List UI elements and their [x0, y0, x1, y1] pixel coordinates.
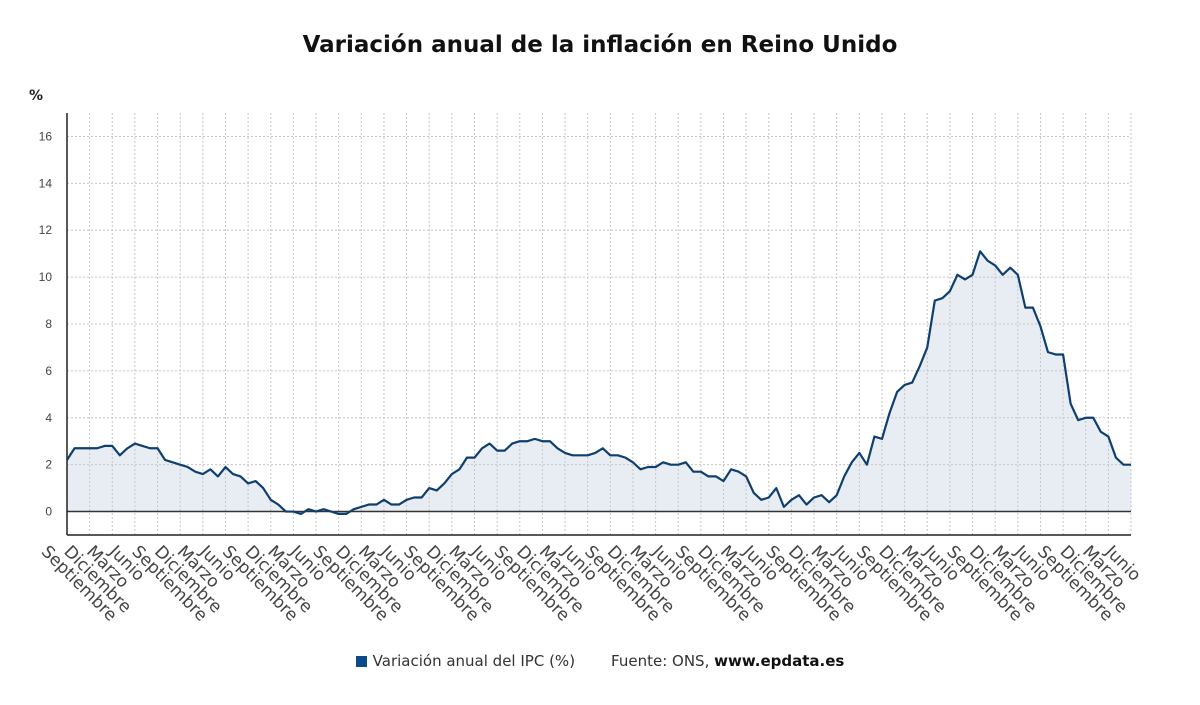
series-line [66, 250, 1131, 516]
source-text: Fuente: ONS, www.epdata.es [611, 652, 844, 670]
y-tick-label: 8 [45, 317, 52, 331]
legend: Variación anual del IPC (%) Fuente: ONS, … [0, 652, 1200, 670]
y-tick-label: 10 [39, 270, 53, 284]
y-tick-label: 16 [39, 129, 53, 143]
y-tick-label: 2 [45, 458, 52, 472]
y-tick-label: 12 [39, 223, 53, 237]
y-tick-label: 6 [45, 364, 52, 378]
source-link[interactable]: www.epdata.es [714, 652, 845, 670]
chart-title: Variación anual de la inflación en Reino… [302, 32, 898, 58]
legend-swatch [355, 656, 367, 667]
legend-label: Variación anual del IPC (%) [372, 652, 576, 670]
source-prefix: Fuente: ONS, [611, 652, 710, 670]
y-tick-label: 4 [45, 411, 52, 425]
area-fill [67, 251, 1131, 514]
y-axis-unit: % [29, 88, 43, 104]
y-tick-label: 14 [39, 176, 53, 190]
y-tick-label: 0 [45, 505, 52, 519]
